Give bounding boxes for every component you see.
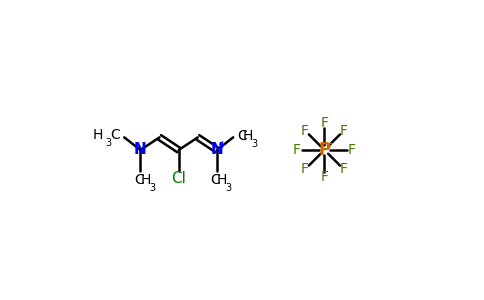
Text: F: F — [348, 143, 356, 157]
Text: C: C — [134, 173, 144, 187]
Text: C: C — [110, 128, 120, 142]
Text: H: H — [140, 173, 151, 187]
Text: 3: 3 — [226, 183, 232, 193]
Text: +: + — [218, 140, 227, 150]
Text: 3: 3 — [106, 138, 112, 148]
Text: F: F — [301, 162, 309, 176]
Text: H: H — [92, 128, 103, 142]
Text: Cl: Cl — [171, 171, 186, 186]
Text: F: F — [340, 162, 348, 176]
Text: 3: 3 — [251, 139, 257, 149]
Text: C: C — [211, 173, 220, 187]
Text: N: N — [134, 142, 147, 158]
Text: C: C — [238, 130, 247, 143]
Text: −: − — [324, 138, 335, 151]
Text: F: F — [293, 143, 301, 157]
Text: F: F — [301, 124, 309, 138]
Text: F: F — [320, 170, 329, 184]
Text: H: H — [217, 173, 227, 187]
Text: H: H — [242, 130, 253, 143]
Text: N: N — [211, 142, 223, 158]
Text: F: F — [320, 116, 329, 130]
Text: F: F — [340, 124, 348, 138]
Text: P: P — [318, 141, 331, 159]
Text: 3: 3 — [149, 183, 155, 193]
